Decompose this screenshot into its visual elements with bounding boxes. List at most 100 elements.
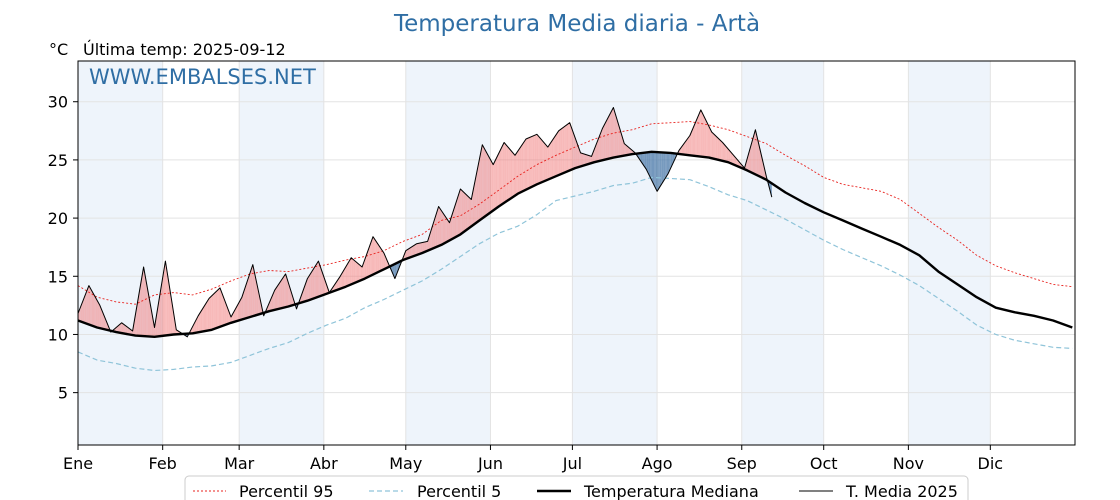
anomaly-above-fill xyxy=(551,139,554,178)
anomaly-above-fill xyxy=(347,262,349,287)
anomaly-below-fill xyxy=(648,151,651,178)
anomaly-above-fill xyxy=(624,143,626,156)
anomaly-above-fill xyxy=(409,247,412,258)
anomaly-above-fill xyxy=(526,138,528,190)
y-tick-label: 25 xyxy=(48,151,68,170)
anomaly-above-fill xyxy=(599,132,602,161)
anomaly-above-fill xyxy=(620,130,622,157)
month-band xyxy=(78,61,163,445)
anomaly-above-fill xyxy=(516,151,518,195)
anomaly-above-fill xyxy=(590,156,592,164)
anomaly-above-fill xyxy=(120,322,122,334)
anomaly-above-fill xyxy=(352,258,354,284)
anomaly-above-fill xyxy=(531,136,533,187)
x-tick-label: Dic xyxy=(978,454,1004,473)
anomaly-above-fill xyxy=(504,142,506,203)
anomaly-above-fill xyxy=(375,240,378,274)
anomaly-above-fill xyxy=(711,132,714,159)
anomaly-above-fill xyxy=(532,135,535,187)
anomaly-above-fill xyxy=(195,318,197,333)
anomaly-above-fill xyxy=(584,154,587,166)
anomaly-above-fill xyxy=(715,135,718,160)
anomaly-above-fill xyxy=(246,280,248,319)
anomaly-above-fill xyxy=(577,145,580,168)
anomaly-above-fill xyxy=(259,296,261,315)
anomaly-above-fill xyxy=(714,134,716,160)
anomaly-above-fill xyxy=(515,153,517,196)
legend: Percentil 95 Percentil 5 Temperatura Med… xyxy=(184,475,969,500)
anomaly-above-fill xyxy=(323,276,326,295)
anomaly-above-fill xyxy=(478,158,480,222)
anomaly-above-fill xyxy=(98,302,100,329)
anomaly-above-fill xyxy=(519,147,521,193)
anomaly-above-fill xyxy=(200,309,203,332)
anomaly-above-fill xyxy=(211,294,214,330)
y-tick-label: 15 xyxy=(48,267,68,286)
anomaly-above-fill xyxy=(699,109,701,157)
anomaly-above-fill xyxy=(214,291,216,329)
anomaly-above-fill xyxy=(244,285,246,319)
anomaly-above-fill xyxy=(252,264,255,317)
anomaly-above-fill xyxy=(568,122,570,171)
anomaly-above-fill xyxy=(337,278,339,290)
anomaly-above-fill xyxy=(594,145,596,163)
anomaly-above-fill xyxy=(534,134,536,186)
anomaly-above-fill xyxy=(734,156,737,166)
anomaly-above-fill xyxy=(683,143,685,155)
anomaly-above-fill xyxy=(338,276,341,290)
anomaly-above-fill xyxy=(754,129,756,175)
anomaly-above-fill xyxy=(198,313,200,333)
anomaly-above-fill xyxy=(240,297,242,320)
anomaly-above-fill xyxy=(165,261,167,336)
y-tick-label: 5 xyxy=(58,384,68,403)
anomaly-above-fill xyxy=(280,280,282,309)
anomaly-above-fill xyxy=(446,218,449,242)
x-tick-label: Feb xyxy=(149,454,177,473)
anomaly-above-fill xyxy=(237,302,240,321)
anomaly-above-fill xyxy=(703,115,705,158)
anomaly-above-fill xyxy=(288,282,290,307)
anomaly-above-fill xyxy=(314,265,316,299)
anomaly-above-fill xyxy=(536,134,539,185)
anomaly-above-fill xyxy=(556,132,558,177)
anomaly-above-fill xyxy=(485,149,487,217)
anomaly-above-fill xyxy=(358,263,360,282)
anomaly-above-fill xyxy=(439,208,442,246)
anomaly-above-fill xyxy=(88,285,91,325)
anomaly-above-fill xyxy=(618,125,621,157)
anomaly-above-fill xyxy=(553,136,555,178)
anomaly-above-fill xyxy=(423,241,425,253)
anomaly-above-fill xyxy=(535,134,537,185)
anomaly-above-fill xyxy=(83,296,85,323)
anomaly-above-fill xyxy=(248,272,251,318)
anomaly-above-fill xyxy=(250,268,252,317)
anomaly-below-fill xyxy=(661,152,663,185)
anomaly-above-fill xyxy=(691,129,693,156)
anomaly-above-fill xyxy=(606,118,608,160)
anomaly-above-fill xyxy=(541,139,543,183)
anomaly-above-fill xyxy=(721,141,723,161)
anomaly-above-fill xyxy=(560,128,562,175)
anomaly-above-fill xyxy=(205,302,207,331)
anomaly-above-fill xyxy=(351,257,353,285)
anomaly-above-fill xyxy=(407,248,409,259)
anomaly-above-fill xyxy=(424,241,427,252)
last-temp-label: Última temp: 2025-09-12 xyxy=(83,40,286,59)
anomaly-above-fill xyxy=(562,126,565,174)
anomaly-above-fill xyxy=(276,286,278,310)
anomaly-above-fill xyxy=(603,123,606,160)
anomaly-above-fill xyxy=(349,257,352,285)
anomaly-above-fill xyxy=(494,159,496,210)
anomaly-below-fill xyxy=(653,151,655,186)
anomaly-above-fill xyxy=(718,138,720,161)
anomaly-above-fill xyxy=(566,123,569,172)
anomaly-above-fill xyxy=(146,282,148,337)
anomaly-above-fill xyxy=(241,293,244,320)
anomaly-above-fill xyxy=(621,134,623,157)
anomaly-above-fill xyxy=(546,145,548,181)
anomaly-above-fill xyxy=(374,238,376,274)
anomaly-above-fill xyxy=(521,143,524,192)
anomaly-above-fill xyxy=(681,144,683,155)
anomaly-above-fill xyxy=(538,135,540,184)
anomaly-above-fill xyxy=(704,118,707,158)
